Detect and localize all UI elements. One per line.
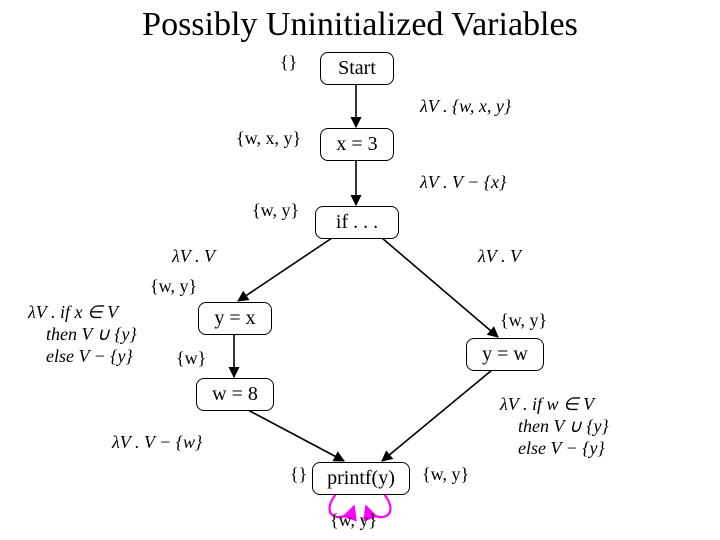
lambda-label: λV . if x ∈ V bbox=[28, 302, 118, 323]
lambda-label: else V − {y} bbox=[46, 346, 133, 367]
lambda-label: then V ∪ {y} bbox=[518, 416, 609, 437]
set-label: {} bbox=[280, 52, 297, 73]
edge bbox=[238, 238, 332, 301]
set-label: {w, y} bbox=[422, 464, 469, 485]
lambda-label: λV . if w ∈ V bbox=[500, 394, 594, 415]
node-yeqx: y = x bbox=[198, 302, 272, 335]
set-label: {w, y} bbox=[252, 200, 299, 221]
node-weq8: w = 8 bbox=[196, 378, 274, 411]
lambda-label: λV . V − {w} bbox=[112, 432, 202, 453]
node-yeqw: y = w bbox=[466, 338, 544, 371]
set-label: {w, y} bbox=[500, 310, 547, 331]
node-ifnode: if . . . bbox=[315, 206, 399, 239]
lambda-label: λV . V bbox=[172, 246, 215, 267]
set-label: {w, y} bbox=[150, 276, 197, 297]
node-printf: printf(y) bbox=[312, 462, 410, 495]
set-label: {w, x, y} bbox=[236, 128, 301, 149]
lambda-label: λV . V bbox=[478, 246, 521, 267]
diagram-stage: Possibly Uninitialized Variables Start x … bbox=[0, 0, 720, 540]
lambda-label: then V ∪ {y} bbox=[46, 324, 137, 345]
lambda-label: else V − {y} bbox=[518, 438, 605, 459]
edge bbox=[382, 370, 492, 461]
edge bbox=[248, 410, 344, 461]
lambda-label: λV . {w, x, y} bbox=[420, 96, 511, 117]
set-label: {} bbox=[290, 464, 307, 485]
node-start: Start bbox=[320, 52, 394, 85]
page-title: Possibly Uninitialized Variables bbox=[0, 6, 720, 44]
lambda-label: λV . V − {x} bbox=[420, 172, 506, 193]
set-label: {w} bbox=[176, 348, 206, 369]
node-xeq3: x = 3 bbox=[320, 128, 394, 161]
set-label: {w, y} bbox=[330, 510, 377, 531]
